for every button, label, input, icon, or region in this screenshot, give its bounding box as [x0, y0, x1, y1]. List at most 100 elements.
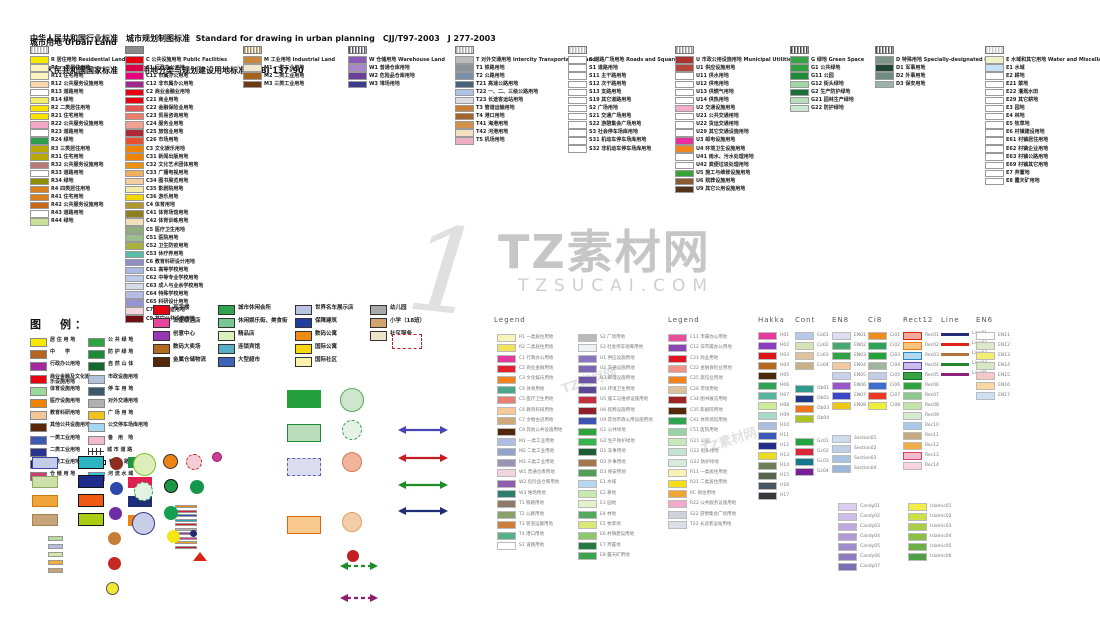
land-use-label: E21 菜地 [1006, 80, 1029, 87]
palette-code: Rec13 [925, 452, 939, 458]
circle-sample [108, 557, 121, 570]
color-swatch [578, 334, 597, 342]
land-use-label: C25 旅馆业用地 [146, 129, 184, 136]
color-swatch [758, 362, 777, 370]
palette-title: Ci8 [868, 316, 883, 324]
color-swatch [88, 362, 105, 372]
palette-row: Co02 [795, 342, 829, 350]
color-swatch [125, 121, 144, 129]
color-swatch [868, 342, 887, 350]
legend-label: 城 市 道 路 [107, 446, 133, 453]
land-use-row: D1 军事用地 [875, 64, 998, 72]
palette-row: EN06 [832, 382, 866, 390]
color-swatch [295, 318, 312, 328]
land-use-row: C21 商业用地 [125, 96, 227, 105]
palette-row: H17 [758, 492, 789, 500]
palette-code: R22 公共服务设施用地 [690, 501, 737, 507]
palette-code: T4 港口用地 [519, 532, 545, 538]
color-swatch [985, 137, 1004, 145]
color-swatch [903, 382, 922, 390]
palette-row: Ci04 [868, 362, 900, 370]
color-swatch [758, 452, 777, 460]
palette-row: G1 公共绿地 [578, 427, 626, 436]
palette-code: C51 医院用地 [690, 428, 719, 434]
color-swatch [30, 185, 49, 194]
color-swatch [125, 315, 144, 323]
palette-code: Islamic02 [930, 513, 952, 519]
color-swatch [497, 531, 516, 540]
palette-code: H05 [780, 372, 790, 378]
color-swatch [88, 386, 105, 396]
palette-row: Rec10 [903, 422, 939, 430]
palette-code: Gc03 [817, 458, 829, 464]
land-use-label: R12 公共服务设施用地 [51, 80, 104, 87]
land-use-row: T2 公路用地 [455, 72, 596, 80]
color-swatch [88, 374, 105, 384]
color-swatch [218, 357, 235, 367]
color-swatch [153, 305, 170, 315]
land-use-label: R1 一类居住用地 [51, 64, 91, 71]
palette-code: Co03 [817, 352, 829, 358]
color-swatch [125, 226, 144, 234]
land-use-row: U12 供电用地 [675, 80, 795, 89]
land-use-label: C4 体育用地 [146, 202, 175, 209]
urban-column: C 公共设施用地 Public Facilities C1 行政办公用地 C11 市… [125, 46, 227, 323]
land-use-row: R4 四类居住用地 [30, 185, 125, 194]
palette-row: Ci02 [868, 342, 900, 350]
color-swatch [568, 121, 587, 129]
pattern-swatch [675, 46, 694, 54]
land-use-row: E2 耕地 [985, 72, 1100, 80]
land-use-row: T3 管道运输用地 [455, 104, 596, 113]
color-swatch [218, 318, 235, 328]
color-swatch [125, 56, 144, 64]
land-use-label: M2 二类工业用地 [264, 72, 305, 79]
palette-row: C26 市场用地 [668, 386, 718, 394]
palette-code: EN11 [998, 332, 1010, 338]
palette-code: H15 [780, 472, 790, 478]
color-swatch [838, 533, 857, 541]
urban-column: W 仓储用地 Warehouse Land W1 普通仓库用地 W2 危险品仓库用地… [348, 46, 445, 89]
color-swatch [125, 72, 144, 80]
palette-code: T1 铁路用地 [519, 501, 545, 507]
rect-sample [287, 458, 321, 476]
land-use-row: E 水域和其它用地 Water and Miscellaneous [985, 56, 1100, 64]
land-use-label: U22 货运交通用地 [696, 121, 739, 128]
bar-sample [175, 514, 197, 517]
land-use-label: T5 机场用地 [476, 137, 505, 144]
urban-column: U 市政公用设施用地 Municipal Utilities U1 供应设施用地 U… [675, 46, 795, 194]
land-use-label: T2 公路用地 [476, 72, 505, 79]
rect-sample [392, 334, 422, 349]
palette-row: Candy01 [838, 503, 880, 511]
land-use-row: T5 机场用地 [455, 137, 596, 145]
land-use-label: U13 供燃气用地 [696, 88, 734, 95]
land-use-label: S19 其它道路用地 [589, 97, 632, 104]
land-use-row: R13 道路用地 [30, 88, 125, 97]
legend-row: 行政办公用地 [30, 362, 94, 372]
palette-row: Rec09 [903, 412, 939, 420]
palette-code: D1 军事用地 [600, 449, 626, 455]
land-use-row: R33 道路用地 [30, 169, 125, 178]
palette-row: EN05 [832, 372, 866, 380]
circle-sample [109, 507, 122, 520]
legend-label: 三类工业用地 [50, 459, 81, 465]
palette-row: EN14 [976, 362, 1010, 370]
land-use-row: T22 一、二、三级公路用地 [455, 88, 596, 97]
palette-code: Gc01 [817, 438, 829, 444]
facility-legend-row: 小学（18班） [370, 318, 425, 328]
double-arrow-sample [398, 426, 448, 434]
color-swatch [758, 482, 777, 490]
land-use-label: T1 铁路用地 [476, 64, 505, 71]
land-use-label: E6 村镇建设用地 [1006, 129, 1045, 136]
palette-row: E1 水域 [578, 479, 616, 488]
double-arrow-sample [398, 481, 448, 489]
land-use-label: C6 教育科研设计用地 [146, 258, 195, 265]
land-use-label: S3 社会停车场库用地 [589, 129, 638, 136]
color-swatch [578, 396, 597, 405]
palette-code: R21 二类居住用地 [690, 480, 728, 486]
land-use-row: T1 铁路用地 [455, 64, 596, 72]
land-use-label: S1 道路用地 [589, 64, 618, 71]
palette-row: U4 环境卫生用地 [578, 386, 635, 394]
color-swatch [568, 145, 587, 153]
land-use-label: M 工业用地 Industrial Land [264, 56, 336, 63]
land-use-row: U4 环境卫生设施用地 [675, 145, 795, 153]
